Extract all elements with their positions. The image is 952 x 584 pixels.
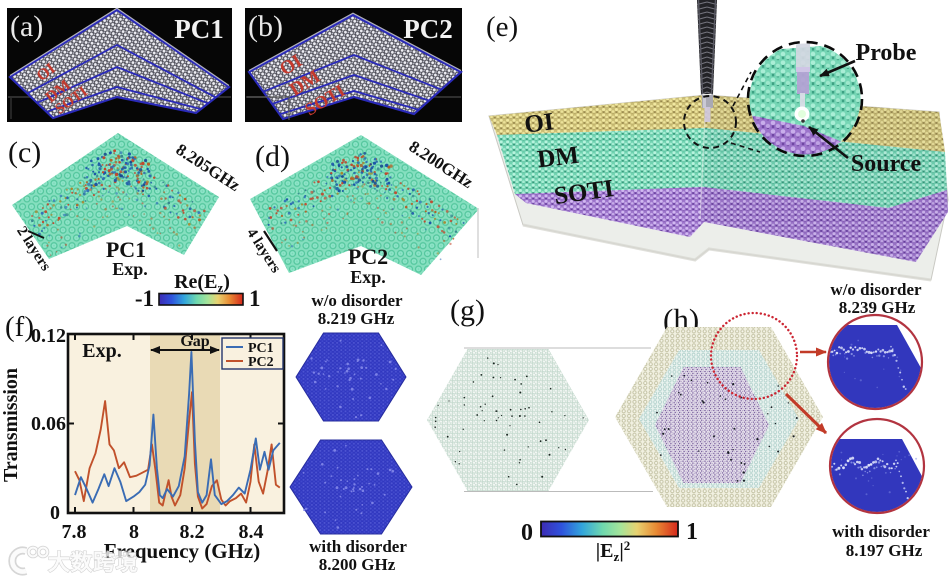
svg-text:7.8: 7.8	[62, 521, 87, 543]
svg-text:DM: DM	[536, 142, 581, 174]
svg-text:w/o disorder: w/o disorder	[311, 291, 403, 310]
svg-text:8.239 GHz: 8.239 GHz	[839, 298, 916, 317]
svg-text:Gap: Gap	[180, 333, 209, 350]
svg-text:PC1: PC1	[248, 341, 274, 356]
svg-text:with disorder: with disorder	[309, 537, 407, 556]
svg-text:(e): (e)	[486, 11, 518, 43]
svg-text:8.200 GHz: 8.200 GHz	[319, 555, 396, 574]
svg-text:Frequency (GHz): Frequency (GHz)	[104, 539, 261, 563]
svg-text:8.2: 8.2	[180, 521, 205, 543]
svg-text:PC2: PC2	[403, 14, 453, 44]
svg-text:1: 1	[249, 286, 261, 311]
svg-text:Probe: Probe	[856, 40, 917, 66]
svg-text:0: 0	[521, 520, 533, 546]
svg-text:8.4: 8.4	[239, 521, 264, 543]
svg-text:with disorder: with disorder	[832, 522, 930, 541]
svg-text:w/o disorder: w/o disorder	[830, 280, 922, 299]
svg-text:8.219 GHz: 8.219 GHz	[318, 309, 395, 328]
svg-text:8.197 GHz: 8.197 GHz	[846, 541, 923, 560]
svg-text:PC1: PC1	[174, 14, 224, 44]
svg-text:PC2: PC2	[248, 355, 274, 370]
svg-text:(b): (b)	[248, 10, 283, 43]
svg-text:(a): (a)	[10, 10, 43, 43]
svg-text:0.12: 0.12	[31, 325, 66, 347]
svg-text:(g): (g)	[450, 294, 485, 327]
svg-text:(d): (d)	[255, 140, 290, 173]
svg-text:0: 0	[50, 502, 60, 524]
svg-text:PC1: PC1	[106, 237, 146, 262]
svg-text:Exp.: Exp.	[350, 267, 386, 287]
svg-text:-1: -1	[135, 286, 154, 311]
svg-text:大数跨境: 大数跨境	[48, 550, 138, 575]
svg-text:OI: OI	[523, 108, 555, 138]
svg-text:(c): (c)	[8, 136, 41, 169]
svg-text:PC2: PC2	[348, 244, 388, 269]
svg-text:(f): (f)	[5, 311, 34, 343]
svg-text:|Ez|2: |Ez|2	[596, 538, 630, 564]
svg-text:8: 8	[129, 521, 139, 543]
svg-text:1: 1	[686, 519, 698, 545]
svg-text:Exp.: Exp.	[112, 259, 148, 279]
svg-text:Transmission: Transmission	[0, 368, 22, 482]
svg-text:Source: Source	[851, 151, 922, 177]
svg-text:Exp.: Exp.	[82, 340, 121, 362]
svg-text:0.06: 0.06	[31, 413, 66, 435]
